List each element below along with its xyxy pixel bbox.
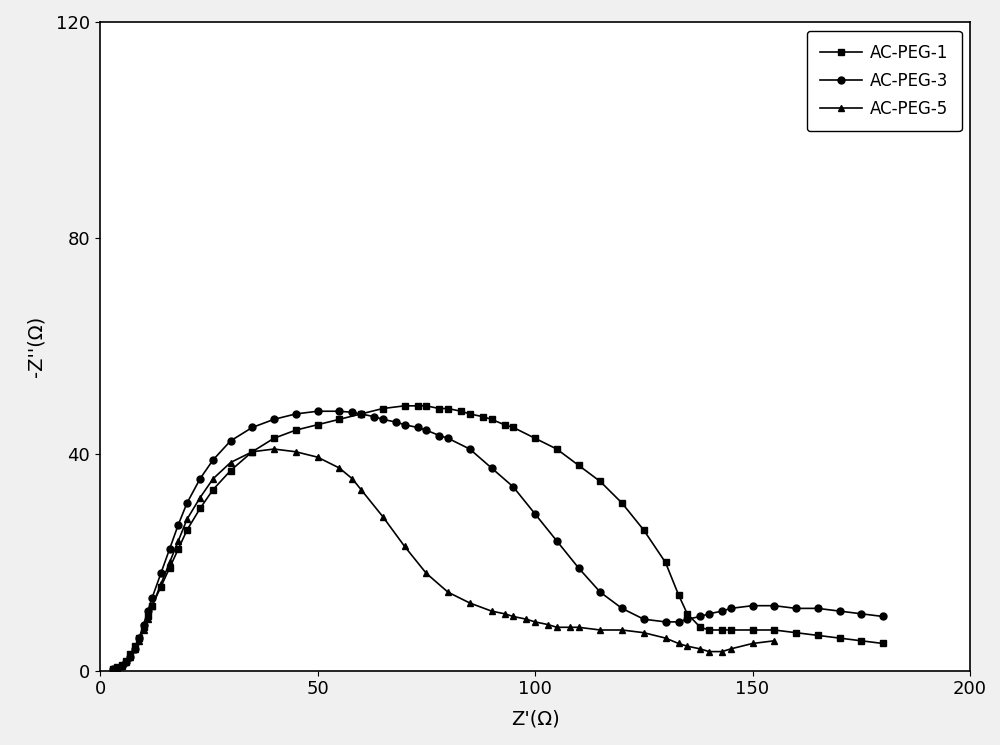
AC-PEG-5 [725,644,737,653]
AC-PEG-5 [520,615,532,624]
AC-PEG-5 [542,620,554,629]
AC-PEG-5 [499,609,511,618]
AC-PEG-1 [877,639,889,648]
Line: AC-PEG-3: AC-PEG-3 [110,408,886,673]
AC-PEG-5 [442,588,454,597]
AC-PEG-3 [181,498,193,507]
AC-PEG-5 [681,641,693,650]
Legend: AC-PEG-1, AC-PEG-3, AC-PEG-5: AC-PEG-1, AC-PEG-3, AC-PEG-5 [807,31,962,131]
AC-PEG-5 [716,647,728,656]
AC-PEG-1 [181,526,193,535]
AC-PEG-5 [164,558,176,567]
AC-PEG-5 [399,542,411,551]
AC-PEG-5 [207,475,219,484]
AC-PEG-5 [660,633,672,642]
AC-PEG-3 [855,609,867,618]
AC-PEG-5 [747,639,759,648]
AC-PEG-5 [290,447,302,456]
AC-PEG-3 [107,665,119,674]
AC-PEG-5 [138,626,150,635]
Line: AC-PEG-1: AC-PEG-1 [110,402,886,672]
AC-PEG-5 [146,601,158,610]
AC-PEG-1 [855,636,867,645]
AC-PEG-5 [551,623,563,632]
AC-PEG-5 [346,475,358,484]
AC-PEG-5 [355,485,367,494]
AC-PEG-5 [564,623,576,632]
AC-PEG-5 [124,653,136,662]
AC-PEG-3 [312,407,324,416]
X-axis label: Z'(Ω): Z'(Ω) [511,709,559,729]
AC-PEG-5 [116,662,128,671]
AC-PEG-3 [155,569,167,578]
AC-PEG-3 [133,633,145,642]
AC-PEG-5 [768,636,780,645]
AC-PEG-1 [133,633,145,642]
AC-PEG-5 [107,665,119,674]
AC-PEG-5 [172,536,184,545]
AC-PEG-5 [120,658,132,667]
AC-PEG-3 [333,407,345,416]
AC-PEG-1 [155,583,167,592]
Y-axis label: -Z''(Ω): -Z''(Ω) [26,316,45,377]
AC-PEG-5 [142,615,154,624]
AC-PEG-5 [129,644,141,653]
AC-PEG-5 [673,639,685,648]
AC-PEG-5 [155,580,167,589]
AC-PEG-3 [768,601,780,610]
AC-PEG-1 [107,665,119,673]
AC-PEG-5 [486,606,498,615]
AC-PEG-1 [768,626,780,635]
AC-PEG-5 [572,623,584,632]
AC-PEG-5 [268,445,280,454]
AC-PEG-1 [312,420,324,429]
AC-PEG-5 [616,626,628,635]
AC-PEG-5 [377,512,389,521]
AC-PEG-5 [594,626,606,635]
AC-PEG-5 [133,636,145,645]
AC-PEG-5 [464,598,476,607]
AC-PEG-5 [312,453,324,462]
AC-PEG-5 [694,644,706,653]
AC-PEG-5 [225,458,237,467]
AC-PEG-1 [399,402,411,410]
AC-PEG-5 [246,447,258,456]
AC-PEG-5 [529,618,541,627]
AC-PEG-3 [877,612,889,621]
AC-PEG-5 [507,612,519,621]
AC-PEG-5 [703,647,715,656]
Line: AC-PEG-5: AC-PEG-5 [110,446,778,673]
AC-PEG-5 [420,569,432,578]
AC-PEG-5 [181,515,193,524]
AC-PEG-5 [333,463,345,472]
AC-PEG-5 [638,628,650,637]
AC-PEG-5 [111,664,123,673]
AC-PEG-5 [194,493,206,502]
